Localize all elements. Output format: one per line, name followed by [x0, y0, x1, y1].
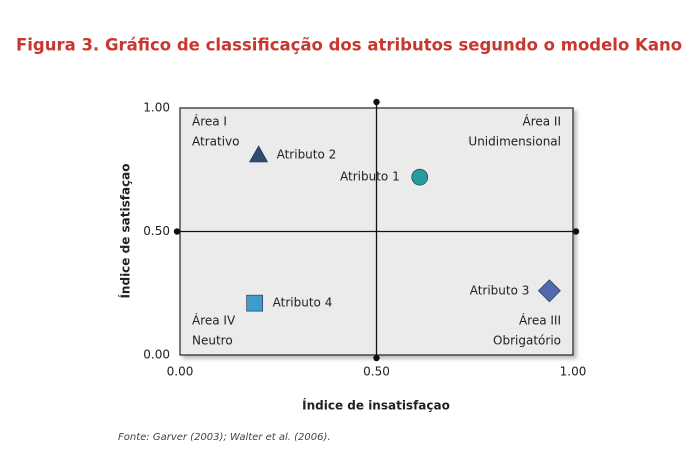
- x-tick-label: 0.50: [363, 365, 390, 379]
- area-label: Atrativo: [192, 135, 239, 149]
- axis-dot: [572, 228, 580, 235]
- axis-dot: [373, 98, 380, 106]
- area-label: Neutro: [192, 334, 233, 348]
- area-name: Área I: [192, 114, 227, 129]
- x-tick-label: 1.00: [560, 365, 587, 379]
- source-note: Fonte: Garver (2003); Walter et al. (200…: [118, 432, 331, 443]
- y-tick-label: 1.00: [143, 101, 170, 115]
- data-point: [249, 145, 269, 163]
- area-name: Área III: [519, 313, 561, 328]
- x-tick-label: 0.00: [167, 365, 194, 379]
- area-label: Unidimensional: [468, 135, 561, 149]
- x-axis-label: Índice de insatisfaçao: [302, 398, 450, 413]
- y-tick-label: 0.50: [143, 224, 170, 238]
- data-point: [537, 279, 561, 303]
- axis-dot: [173, 228, 181, 235]
- y-tick-label: 0.00: [143, 348, 170, 362]
- data-point: [411, 168, 429, 186]
- point-label: Atributo 1: [340, 170, 400, 184]
- area-label: Obrigatório: [493, 334, 561, 348]
- area-name: Área IV: [192, 313, 236, 328]
- point-label: Atributo 3: [470, 283, 530, 297]
- y-axis-label: Índice de satisfaçao: [118, 163, 133, 298]
- data-point: [246, 294, 263, 312]
- point-label: Atributo 2: [277, 147, 337, 161]
- point-label: Atributo 4: [273, 296, 333, 310]
- area-name: Área II: [522, 114, 561, 129]
- axis-dot: [373, 354, 380, 362]
- chart-title: Figura 3. Gráfico de classificação dos a…: [16, 36, 682, 55]
